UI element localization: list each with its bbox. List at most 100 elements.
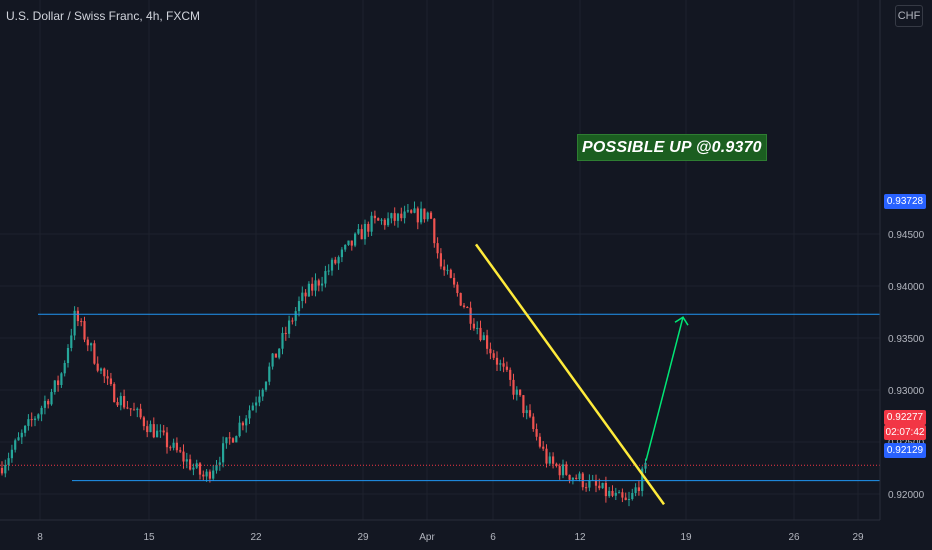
candle xyxy=(423,208,426,223)
candle xyxy=(426,211,429,222)
candle xyxy=(50,388,53,406)
candle xyxy=(479,320,482,342)
price-axis[interactable]: 0.945000.940000.935000.930000.925000.920… xyxy=(879,0,925,520)
candle xyxy=(410,209,413,214)
candle xyxy=(264,381,268,392)
candle xyxy=(129,408,132,417)
candle xyxy=(416,206,419,230)
candle xyxy=(179,447,182,454)
candle xyxy=(284,326,287,341)
candle xyxy=(86,336,89,352)
candle xyxy=(142,415,145,431)
candle xyxy=(439,248,442,270)
candle xyxy=(393,207,396,226)
candle xyxy=(4,459,7,478)
candle xyxy=(195,459,198,470)
candle xyxy=(476,321,479,335)
candle xyxy=(83,316,86,343)
time-axis[interactable]: 8 15 22 29 Apr 6 12 19 26 29 xyxy=(0,519,880,543)
candle xyxy=(555,462,558,468)
candle xyxy=(499,359,502,371)
candle xyxy=(30,412,33,427)
annotation-label[interactable]: POSSIBLE UP @0.9370 xyxy=(577,134,767,161)
currency-badge[interactable]: CHF xyxy=(895,5,923,27)
candle xyxy=(357,223,360,235)
candle xyxy=(268,362,271,386)
candle xyxy=(585,482,588,492)
candle xyxy=(192,463,195,476)
candle xyxy=(644,458,647,474)
candle xyxy=(228,432,231,445)
candle xyxy=(76,307,79,327)
candle xyxy=(132,402,136,411)
candle xyxy=(588,474,591,492)
candle xyxy=(340,247,343,263)
candle xyxy=(307,281,310,297)
projection-arrow[interactable] xyxy=(645,316,689,461)
candle xyxy=(123,389,126,410)
candle xyxy=(139,403,142,420)
candle xyxy=(548,452,551,466)
candle xyxy=(248,405,251,425)
candle xyxy=(225,437,228,449)
candle xyxy=(519,389,522,397)
candle xyxy=(119,392,122,411)
candle xyxy=(324,265,327,288)
candle xyxy=(212,465,215,481)
candle xyxy=(255,396,258,413)
x-tick-label: 29 xyxy=(852,532,864,543)
candle xyxy=(175,437,178,453)
candle xyxy=(462,302,466,309)
candle xyxy=(489,342,492,360)
symbol-title[interactable]: U.S. Dollar / Swiss Franc, 4h, FXCM xyxy=(6,9,201,23)
candle xyxy=(109,372,112,387)
candle xyxy=(390,212,393,224)
candle xyxy=(162,424,165,436)
candle xyxy=(330,257,334,276)
candle xyxy=(383,218,386,230)
candle xyxy=(482,332,485,341)
x-tick-label: 22 xyxy=(250,532,262,543)
candle xyxy=(14,438,17,453)
candle xyxy=(297,296,301,317)
candle xyxy=(258,389,261,407)
candle xyxy=(561,459,565,479)
candle xyxy=(634,483,637,497)
x-tick-label: 12 xyxy=(574,532,586,543)
y-tick-label: 0.93500 xyxy=(888,334,925,345)
candle xyxy=(472,318,475,331)
candle xyxy=(202,470,205,481)
candle xyxy=(400,207,403,222)
candle xyxy=(505,361,508,372)
candle xyxy=(106,369,109,385)
x-tick-label: 6 xyxy=(490,532,496,543)
candle xyxy=(126,400,129,410)
candle xyxy=(406,203,409,213)
candle xyxy=(601,482,604,489)
descending-trendline[interactable] xyxy=(474,243,666,506)
candle xyxy=(373,210,376,224)
candle xyxy=(60,372,63,388)
candle xyxy=(542,441,545,451)
last-price-tag: 0.92277 xyxy=(884,410,926,425)
candle xyxy=(565,461,568,476)
candle xyxy=(317,278,320,292)
candle xyxy=(403,205,406,224)
candle xyxy=(420,201,423,225)
candle xyxy=(446,264,449,275)
candle xyxy=(360,224,363,240)
candle xyxy=(156,424,159,438)
candle xyxy=(387,212,390,227)
support-price-tag: 0.92129 xyxy=(884,443,926,458)
candle xyxy=(189,454,192,471)
y-tick-label: 0.93000 xyxy=(888,386,925,397)
candle xyxy=(443,259,446,276)
x-tick-label: 26 xyxy=(788,532,800,543)
candle xyxy=(96,356,99,373)
candle xyxy=(271,352,274,370)
candle xyxy=(274,353,277,358)
candle xyxy=(350,240,353,251)
x-tick-label: Apr xyxy=(419,532,435,543)
candle xyxy=(495,351,499,371)
